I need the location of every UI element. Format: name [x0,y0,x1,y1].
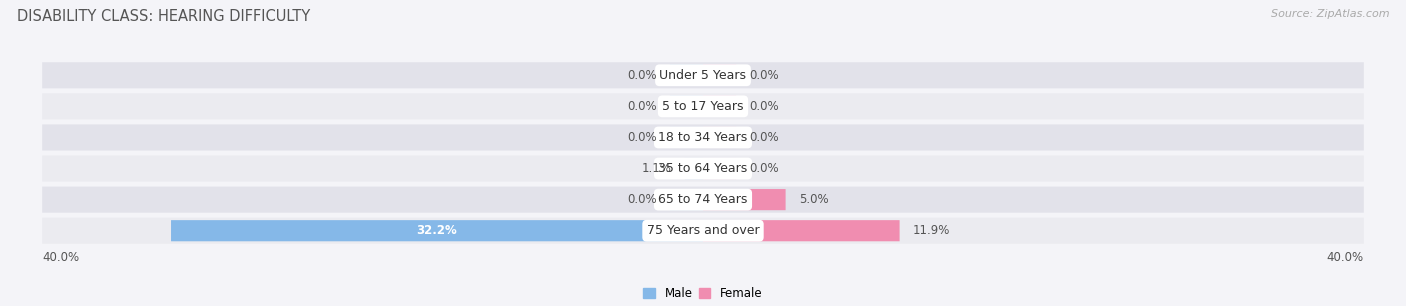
Text: 0.0%: 0.0% [749,100,779,113]
FancyBboxPatch shape [42,62,1364,88]
FancyBboxPatch shape [703,96,737,117]
FancyBboxPatch shape [669,189,703,210]
FancyBboxPatch shape [42,218,1364,244]
Text: DISABILITY CLASS: HEARING DIFFICULTY: DISABILITY CLASS: HEARING DIFFICULTY [17,9,311,24]
Text: 40.0%: 40.0% [42,251,79,264]
FancyBboxPatch shape [703,127,737,148]
Text: 0.0%: 0.0% [627,100,657,113]
FancyBboxPatch shape [685,158,703,179]
Text: 1.1%: 1.1% [641,162,672,175]
FancyBboxPatch shape [669,65,703,86]
FancyBboxPatch shape [669,96,703,117]
Text: 0.0%: 0.0% [627,69,657,82]
Text: 40.0%: 40.0% [1327,251,1364,264]
Text: 5.0%: 5.0% [799,193,828,206]
Text: 35 to 64 Years: 35 to 64 Years [658,162,748,175]
FancyBboxPatch shape [703,65,737,86]
Text: 18 to 34 Years: 18 to 34 Years [658,131,748,144]
FancyBboxPatch shape [703,158,737,179]
Text: 0.0%: 0.0% [627,193,657,206]
Text: 11.9%: 11.9% [912,224,950,237]
FancyBboxPatch shape [172,220,703,241]
Legend: Male, Female: Male, Female [644,287,762,300]
FancyBboxPatch shape [703,220,900,241]
Text: 5 to 17 Years: 5 to 17 Years [662,100,744,113]
Text: 32.2%: 32.2% [416,224,457,237]
FancyBboxPatch shape [42,187,1364,213]
FancyBboxPatch shape [42,93,1364,119]
Text: 75 Years and over: 75 Years and over [647,224,759,237]
FancyBboxPatch shape [703,189,786,210]
Text: 0.0%: 0.0% [627,131,657,144]
Text: 0.0%: 0.0% [749,69,779,82]
Text: 65 to 74 Years: 65 to 74 Years [658,193,748,206]
Text: Source: ZipAtlas.com: Source: ZipAtlas.com [1271,9,1389,19]
Text: 0.0%: 0.0% [749,131,779,144]
Text: 0.0%: 0.0% [749,162,779,175]
FancyBboxPatch shape [42,155,1364,181]
FancyBboxPatch shape [669,127,703,148]
Text: Under 5 Years: Under 5 Years [659,69,747,82]
FancyBboxPatch shape [42,125,1364,151]
